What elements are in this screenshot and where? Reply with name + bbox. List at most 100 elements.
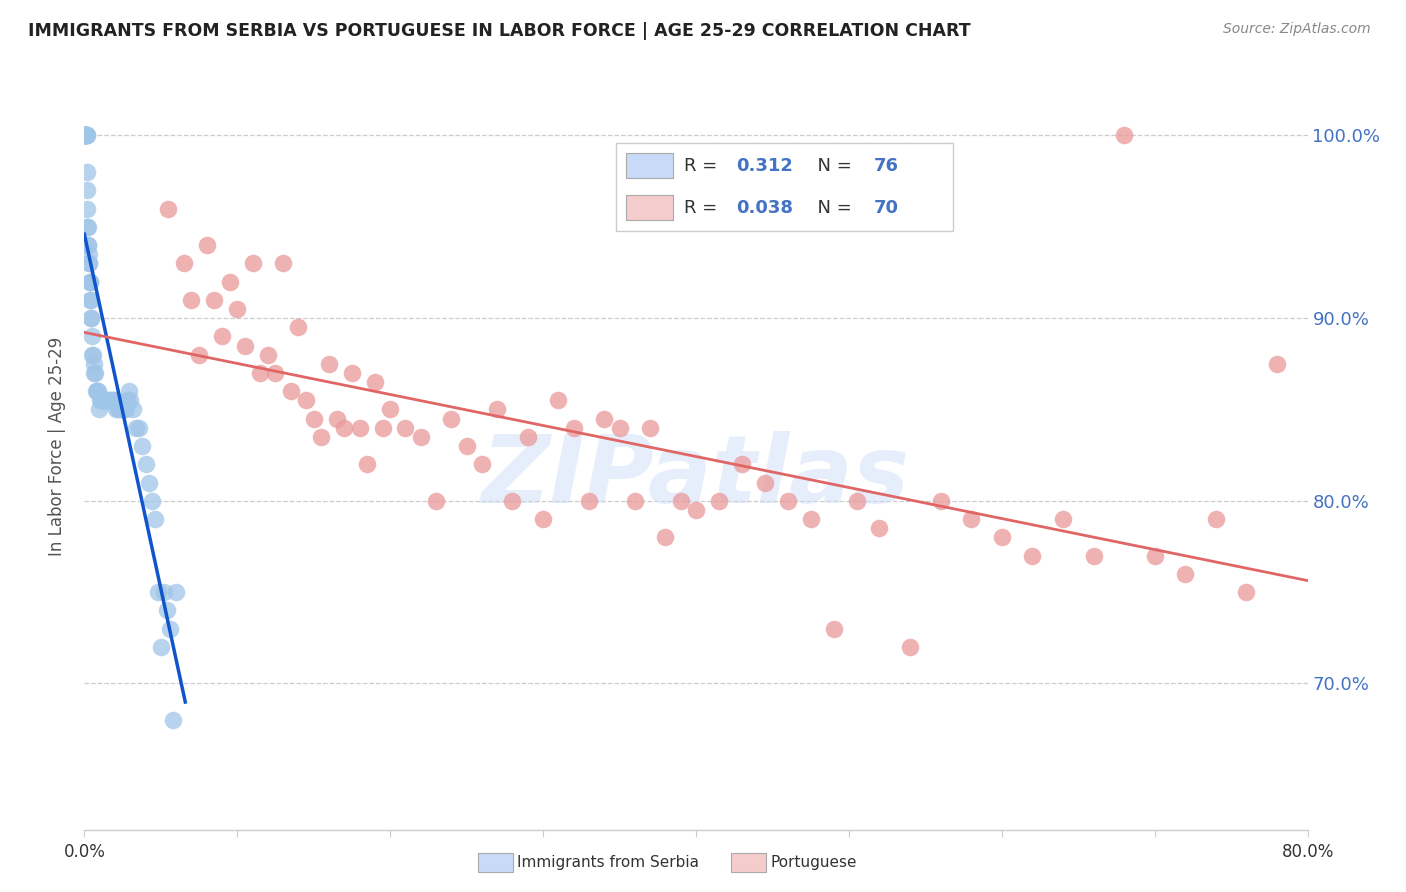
Point (76, 165, 98, 179)
Point (302, 411, 325, 425)
Point (707, 493, 730, 508)
Point (76, 219, 98, 234)
Text: Portuguese: Portuguese (770, 855, 858, 870)
Point (96, 393, 118, 408)
Point (97, 393, 120, 408)
Point (364, 375, 387, 389)
Point (486, 402, 509, 417)
Point (371, 421, 394, 435)
Point (79, 275, 101, 289)
Point (76, 128, 98, 143)
Point (609, 421, 631, 435)
Point (593, 411, 616, 425)
Text: Immigrants from Serbia: Immigrants from Serbia (517, 855, 699, 870)
Point (869, 521, 891, 535)
Text: Source: ZipAtlas.com: Source: ZipAtlas.com (1223, 22, 1371, 37)
Point (295, 393, 318, 408)
Point (87, 384, 110, 399)
Point (84, 384, 107, 399)
Point (287, 320, 309, 334)
Point (87, 402, 110, 417)
Point (409, 430, 432, 444)
Point (356, 457, 378, 471)
Point (112, 402, 135, 417)
Point (325, 411, 347, 425)
Point (1265, 357, 1288, 371)
Point (77, 256, 100, 270)
Point (79, 293, 101, 307)
Point (456, 439, 478, 453)
Point (1114, 128, 1136, 143)
Point (82, 348, 104, 362)
Point (318, 357, 340, 371)
Point (440, 411, 463, 425)
Point (153, 585, 176, 599)
Point (80, 348, 103, 362)
Point (1205, 512, 1227, 526)
Point (162, 713, 184, 727)
Point (90, 393, 112, 408)
Point (547, 393, 569, 408)
Point (226, 301, 249, 316)
Point (75, 128, 97, 143)
Point (141, 493, 163, 508)
Point (731, 457, 754, 471)
Point (143, 512, 166, 526)
Point (83, 357, 105, 371)
Point (115, 393, 138, 408)
Point (960, 512, 983, 526)
Point (149, 640, 172, 654)
Point (654, 530, 676, 544)
Point (156, 603, 179, 617)
Point (135, 457, 157, 471)
Point (107, 402, 129, 417)
FancyBboxPatch shape (626, 153, 672, 178)
Text: ZIPatlas: ZIPatlas (482, 431, 910, 523)
Point (77, 247, 100, 261)
Point (103, 393, 125, 408)
Point (146, 585, 169, 599)
Point (91, 393, 114, 408)
Point (77, 256, 100, 270)
Text: R =: R = (683, 199, 723, 217)
Point (800, 512, 823, 526)
FancyBboxPatch shape (626, 195, 672, 220)
Point (77, 219, 100, 234)
Point (75, 128, 97, 143)
Point (202, 293, 225, 307)
Point (257, 348, 280, 362)
Point (75, 128, 97, 143)
Point (76, 202, 98, 216)
Text: IMMIGRANTS FROM SERBIA VS PORTUGUESE IN LABOR FORCE | AGE 25-29 CORRELATION CHAR: IMMIGRANTS FROM SERBIA VS PORTUGUESE IN … (28, 22, 970, 40)
Point (1174, 566, 1197, 581)
Point (79, 275, 101, 289)
Point (280, 384, 302, 399)
Point (340, 366, 363, 380)
Point (823, 622, 845, 636)
Point (211, 329, 233, 343)
Point (929, 493, 952, 508)
Point (75, 128, 97, 143)
Point (118, 384, 141, 399)
Point (73, 128, 96, 143)
Point (111, 402, 134, 417)
Point (76, 128, 98, 143)
Point (233, 338, 256, 352)
Point (394, 421, 416, 435)
Point (76, 183, 98, 197)
Point (131, 439, 153, 453)
Point (165, 585, 187, 599)
Point (578, 493, 600, 508)
Point (531, 512, 554, 526)
Point (98, 393, 121, 408)
Point (73, 128, 96, 143)
Point (138, 475, 160, 490)
Point (80, 293, 103, 307)
Point (86, 384, 108, 399)
Point (776, 493, 799, 508)
Point (94, 393, 117, 408)
Point (754, 475, 776, 490)
Point (218, 275, 240, 289)
FancyBboxPatch shape (616, 143, 953, 231)
Point (80, 311, 103, 326)
